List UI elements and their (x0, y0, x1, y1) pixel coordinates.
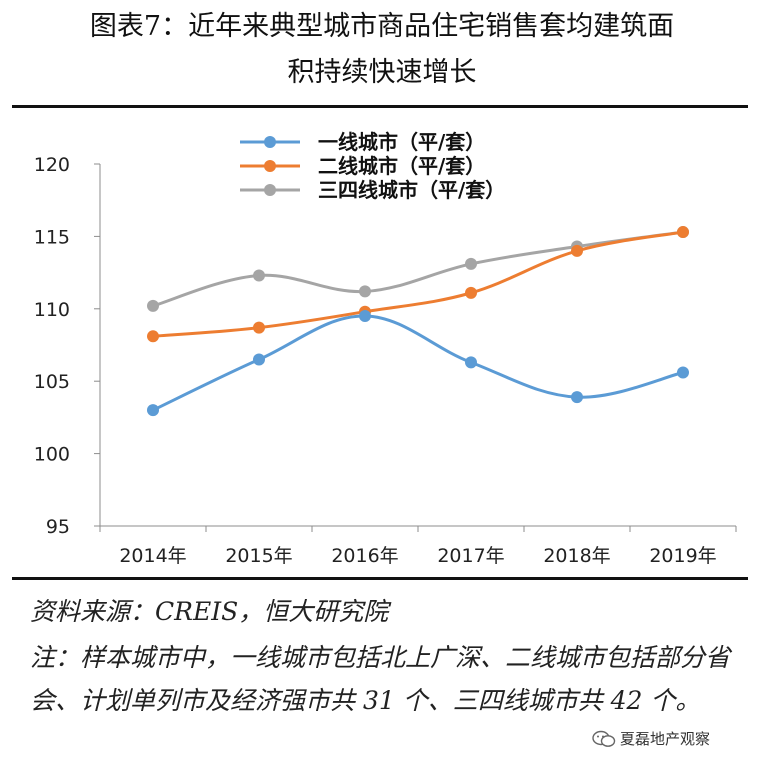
data-point-series-3 (359, 285, 371, 298)
y-tick-label: 110 (34, 299, 70, 321)
wechat-icon (592, 730, 616, 747)
y-tick-label: 115 (34, 226, 70, 248)
data-point-series-2 (571, 244, 583, 257)
x-tick-label: 2019年 (649, 545, 716, 567)
data-point-series-1 (677, 366, 689, 379)
legend-label-1: 一线城市（平/套） (318, 130, 485, 154)
x-tick-label: 2017年 (437, 545, 504, 567)
legend-swatch-marker-2 (264, 160, 276, 172)
source-note: 资料来源：CREIS，恒大研究院 (30, 597, 389, 626)
watermark-text: 夏磊地产观察 (620, 730, 711, 748)
data-point-series-1 (253, 353, 265, 366)
data-point-series-1 (147, 404, 159, 417)
data-point-series-1 (465, 356, 477, 369)
x-tick-label: 2016年 (331, 545, 398, 567)
y-tick-label: 100 (34, 444, 70, 466)
series-line-2 (152, 230, 684, 338)
chart-title: 图表7：近年来典型城市商品住宅销售套均建筑面 积持续快速增长 (0, 4, 764, 96)
chart-title-line-1: 图表7：近年来典型城市商品住宅销售套均建筑面 (89, 11, 675, 42)
line-chart: 95 100 105 110 115 120 2014年 2015年 2016年 2017年 201… (34, 130, 737, 567)
top-rule (12, 105, 748, 108)
legend-swatch-marker-1 (264, 136, 276, 148)
x-tick-label: 2015年 (225, 545, 292, 567)
chart-title-line-2: 积持续快速增长 (287, 57, 477, 88)
legend-swatch-marker-3 (264, 184, 276, 196)
bottom-rule (12, 577, 748, 580)
data-point-series-2 (147, 330, 159, 343)
legend-label-2: 二线城市（平/套） (318, 154, 485, 178)
y-tick-label: 105 (34, 371, 70, 393)
data-point-series-1 (571, 391, 583, 404)
data-point-series-2 (253, 321, 265, 334)
data-point-series-1 (359, 310, 371, 323)
data-point-series-3 (147, 299, 159, 312)
legend-label-3: 三四线城市（平/套） (318, 178, 505, 202)
data-point-series-2 (677, 226, 689, 239)
x-tick-label: 2014年 (119, 545, 186, 567)
series-line-1 (152, 314, 684, 412)
series-line-3 (152, 230, 684, 308)
data-point-series-3 (465, 257, 477, 270)
data-point-series-2 (465, 286, 477, 299)
watermark: 夏磊地产观察 (592, 728, 710, 749)
y-tick-label: 120 (34, 154, 70, 176)
x-tick-label: 2018年 (543, 545, 610, 567)
data-point-series-3 (253, 269, 265, 282)
sample-note: 注：样本城市中，一线城市包括北上广深、二线城市包括部分省会、计划单列市及经济强市… (30, 643, 731, 715)
y-tick-label: 95 (46, 516, 70, 538)
